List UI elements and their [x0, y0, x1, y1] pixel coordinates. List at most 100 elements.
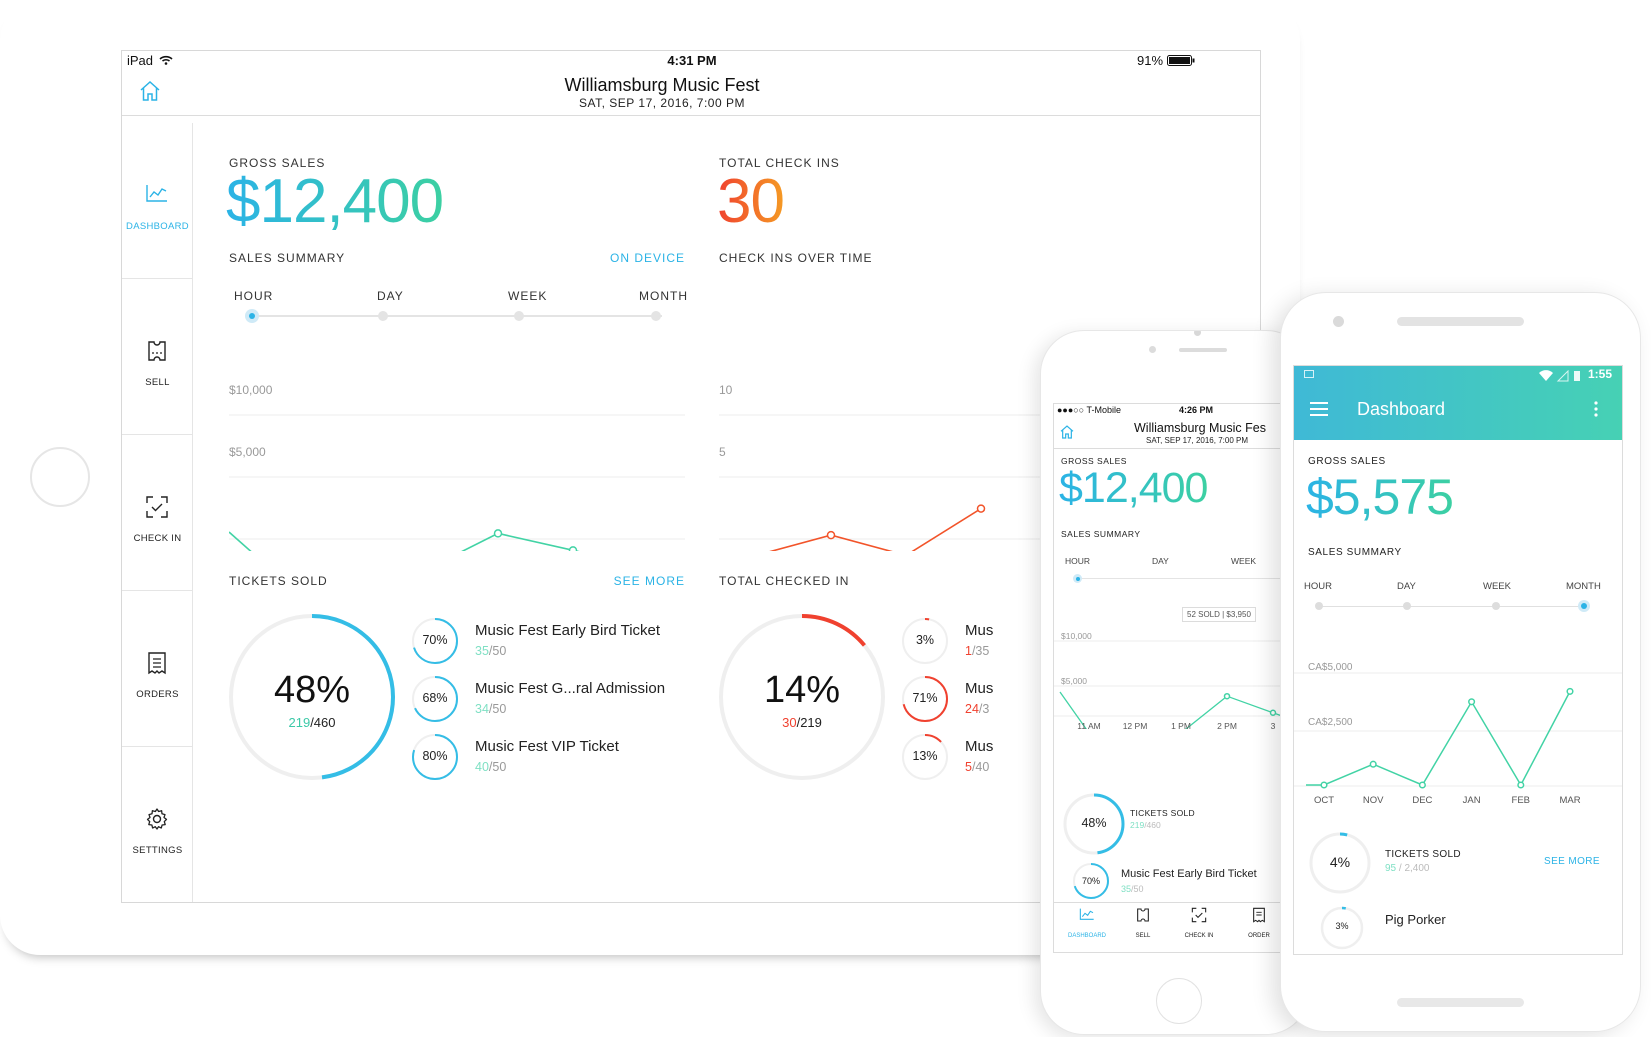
tick-label: OCT: [1314, 795, 1334, 806]
item-name[interactable]: Music Fest VIP Ticket: [475, 738, 619, 755]
sidebar-item-sell[interactable]: SELL: [122, 279, 193, 435]
iphone-speaker: [1179, 348, 1227, 352]
range-month[interactable]: MONTH: [1566, 581, 1601, 592]
battery-icon: [1166, 55, 1195, 66]
header-divider: [122, 115, 1260, 116]
android-app-bar: [1294, 366, 1622, 440]
scan-icon: [1191, 907, 1207, 923]
event-date: SAT, SEP 17, 2016, 7:00 PM: [579, 96, 745, 110]
tab-orders[interactable]: ORDER: [1236, 907, 1282, 939]
checked-in-arc: [719, 614, 885, 780]
android-item-percent: 3%: [1335, 921, 1349, 931]
data-point[interactable]: [1269, 709, 1277, 717]
data-point[interactable]: [1566, 687, 1574, 695]
range-day[interactable]: DAY: [377, 289, 404, 303]
item-name[interactable]: Music Fest Early Bird Ticket: [475, 622, 661, 639]
range-day[interactable]: DAY: [1397, 581, 1416, 592]
image-notification-icon: [1304, 370, 1314, 378]
home-icon[interactable]: [1059, 424, 1075, 445]
home-icon[interactable]: [138, 79, 162, 108]
sidebar-label: CHECK IN: [133, 533, 182, 544]
range-knob[interactable]: [514, 311, 524, 321]
range-slider-track[interactable]: [252, 315, 662, 317]
range-knob-selected[interactable]: [1578, 600, 1590, 612]
iphone-gross-label: GROSS SALES: [1061, 456, 1127, 466]
receipt-icon: [1253, 907, 1265, 923]
tick-label: DEC: [1412, 795, 1432, 806]
android-speaker: [1397, 317, 1524, 326]
item-arc: [412, 676, 458, 722]
tick-label: 12 PM: [1123, 721, 1148, 729]
menu-icon[interactable]: [1310, 402, 1328, 421]
range-hour[interactable]: HOUR: [234, 289, 274, 303]
range-week[interactable]: WEEK: [508, 289, 548, 303]
data-point[interactable]: [1369, 760, 1377, 768]
iphone-tickets-count: 219/460: [1130, 820, 1161, 830]
range-knob-selected[interactable]: [1073, 574, 1082, 583]
android-summary-label: SALES SUMMARY: [1308, 547, 1402, 558]
data-point[interactable]: [1517, 781, 1525, 789]
tick-label: FEB: [1512, 795, 1530, 806]
iphone-tab-bar: DASHBOARD SELL CHECK IN ORDER: [1054, 902, 1309, 952]
data-point[interactable]: [1223, 692, 1231, 700]
iphone-carrier: ●●●○○ T-Mobile: [1057, 405, 1122, 415]
range-hour[interactable]: HOUR: [1304, 581, 1332, 592]
data-point[interactable]: [1320, 781, 1328, 789]
range-week[interactable]: WEEK: [1231, 556, 1257, 566]
item-count: 1/35: [965, 644, 990, 658]
sidebar-item-orders[interactable]: ORDERS: [122, 591, 193, 747]
sidebar-label: DASHBOARD: [126, 221, 189, 232]
range-knob-selected[interactable]: [245, 309, 259, 323]
tab-sell[interactable]: SELL: [1120, 907, 1166, 939]
item-ring: [412, 618, 458, 664]
gross-sales-value: $12,400: [226, 167, 444, 236]
tab-dashboard[interactable]: DASHBOARD: [1062, 907, 1112, 939]
data-point[interactable]: [493, 529, 503, 538]
iphone-summary-label: SALES SUMMARY: [1061, 529, 1141, 539]
see-more-link[interactable]: SEE MORE: [1544, 856, 1600, 867]
check-ins-label: TOTAL CHECK INS: [719, 156, 840, 170]
range-knob[interactable]: [378, 311, 388, 321]
data-point[interactable]: [1418, 781, 1426, 789]
iphone-item-name[interactable]: Music Fest Early Bird Ticket: [1121, 868, 1257, 880]
range-slider-track[interactable]: [1318, 606, 1586, 607]
range-day[interactable]: DAY: [1152, 556, 1169, 566]
item-name[interactable]: Music Fest G...ral Admission: [475, 680, 666, 697]
scan-icon: [146, 496, 168, 518]
data-point[interactable]: [1468, 698, 1476, 706]
item-name[interactable]: Mus: [965, 738, 994, 755]
sidebar-item-settings[interactable]: SETTINGS: [122, 747, 193, 902]
range-knob[interactable]: [651, 311, 661, 321]
sidebar-item-dashboard[interactable]: DASHBOARD: [122, 123, 193, 279]
range-knob[interactable]: [1403, 602, 1411, 610]
android-item-name[interactable]: Pig Porker: [1385, 912, 1446, 927]
more-options-icon[interactable]: [1594, 401, 1598, 422]
range-hour[interactable]: HOUR: [1065, 556, 1091, 566]
see-more-link[interactable]: SEE MORE: [613, 574, 685, 588]
data-point[interactable]: [568, 546, 578, 551]
range-slider-track[interactable]: [1076, 578, 1309, 579]
android-time: 1:55: [1588, 367, 1613, 381]
data-point[interactable]: [826, 530, 836, 540]
sidebar-item-check-in[interactable]: CHECK IN: [122, 435, 193, 591]
on-device-link[interactable]: ON DEVICE: [609, 251, 685, 265]
tab-check-in[interactable]: CHECK IN: [1176, 907, 1222, 939]
item-arc: [412, 618, 458, 664]
item-ring: [902, 676, 948, 722]
item-name[interactable]: Mus: [965, 622, 994, 639]
tick-label: 11 AM: [1077, 721, 1100, 729]
ipad-home-button[interactable]: [30, 447, 90, 507]
iphone-line-chart: 11 AM 12 PM 1 PM 2 PM 3: [1054, 640, 1309, 729]
item-arc: [412, 734, 458, 780]
range-month[interactable]: MONTH: [639, 289, 688, 303]
range-week[interactable]: WEEK: [1483, 581, 1511, 592]
iphone-home-button[interactable]: [1156, 978, 1202, 1024]
tickets-sold-ring: [229, 614, 395, 780]
tickets-arc: [1063, 793, 1125, 855]
item-name[interactable]: Mus: [965, 680, 994, 697]
data-point[interactable]: [976, 504, 986, 513]
grid-label: 10: [719, 383, 733, 397]
range-knob[interactable]: [1315, 602, 1323, 610]
range-knob[interactable]: [1492, 602, 1500, 610]
